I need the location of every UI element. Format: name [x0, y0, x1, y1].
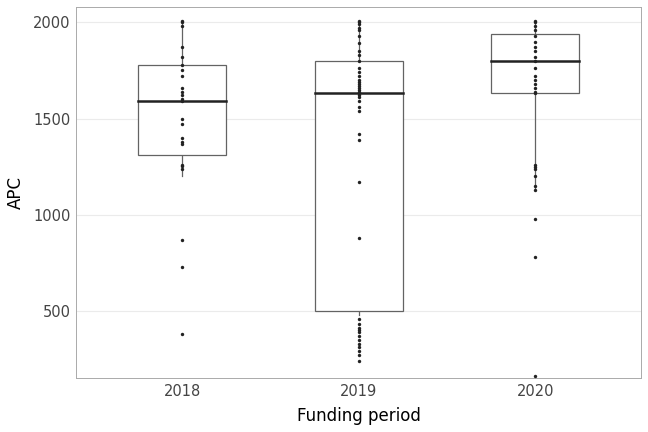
Point — [354, 357, 364, 364]
Point — [354, 80, 364, 87]
Point — [354, 352, 364, 359]
Point — [177, 61, 187, 68]
Point — [354, 86, 364, 93]
Point — [530, 18, 540, 25]
Point — [177, 54, 187, 60]
Point — [354, 94, 364, 101]
Point — [354, 178, 364, 185]
Point — [354, 79, 364, 86]
Point — [354, 88, 364, 95]
Point — [354, 32, 364, 39]
Point — [354, 65, 364, 72]
Point — [354, 329, 364, 336]
Point — [530, 90, 540, 97]
Point — [177, 19, 187, 26]
Point — [354, 340, 364, 347]
Point — [177, 44, 187, 51]
Point — [354, 84, 364, 91]
Point — [177, 84, 187, 91]
Point — [177, 115, 187, 122]
Point — [354, 321, 364, 328]
Point — [530, 186, 540, 193]
Point — [530, 27, 540, 34]
Point — [530, 165, 540, 172]
Point — [354, 76, 364, 83]
Point — [354, 332, 364, 339]
Point — [530, 44, 540, 51]
Point — [530, 173, 540, 180]
Point — [354, 48, 364, 54]
Bar — [491, 34, 579, 93]
Point — [530, 57, 540, 64]
Point — [354, 336, 364, 343]
Point — [530, 373, 540, 380]
Point — [354, 130, 364, 137]
Point — [530, 19, 540, 26]
Point — [177, 162, 187, 169]
Point — [354, 327, 364, 334]
Point — [177, 330, 187, 337]
Point — [177, 88, 187, 95]
Point — [177, 140, 187, 147]
Point — [354, 73, 364, 79]
Point — [530, 38, 540, 45]
Point — [530, 88, 540, 95]
Point — [354, 19, 364, 26]
Point — [354, 104, 364, 111]
Bar — [138, 65, 226, 155]
Point — [354, 18, 364, 25]
Point — [354, 234, 364, 241]
X-axis label: Funding period: Funding period — [297, 407, 421, 425]
Point — [177, 161, 187, 168]
Point — [354, 51, 364, 58]
Point — [354, 40, 364, 47]
Point — [354, 348, 364, 355]
Point — [354, 21, 364, 28]
Point — [530, 254, 540, 260]
Point — [177, 96, 187, 103]
Point — [177, 18, 187, 25]
Point — [354, 315, 364, 322]
Point — [354, 83, 364, 89]
Point — [177, 92, 187, 99]
Y-axis label: APC: APC — [7, 176, 25, 209]
Point — [177, 236, 187, 243]
Point — [354, 69, 364, 76]
Point — [354, 27, 364, 34]
Point — [177, 67, 187, 74]
Point — [530, 73, 540, 79]
Point — [530, 48, 540, 54]
Bar — [314, 61, 403, 311]
Point — [530, 76, 540, 83]
Point — [530, 182, 540, 189]
Point — [354, 90, 364, 97]
Point — [354, 98, 364, 105]
Point — [177, 73, 187, 79]
Point — [177, 165, 187, 172]
Point — [530, 32, 540, 39]
Point — [530, 23, 540, 30]
Point — [354, 344, 364, 351]
Point — [530, 215, 540, 222]
Point — [177, 263, 187, 270]
Point — [177, 138, 187, 145]
Point — [530, 161, 540, 168]
Point — [354, 25, 364, 32]
Point — [530, 54, 540, 60]
Point — [530, 84, 540, 91]
Point — [177, 121, 187, 128]
Point — [354, 57, 364, 64]
Point — [530, 163, 540, 170]
Point — [354, 136, 364, 143]
Point — [354, 108, 364, 114]
Point — [177, 134, 187, 141]
Point — [177, 98, 187, 105]
Point — [354, 92, 364, 99]
Point — [177, 23, 187, 30]
Point — [530, 80, 540, 87]
Point — [530, 65, 540, 72]
Point — [354, 325, 364, 332]
